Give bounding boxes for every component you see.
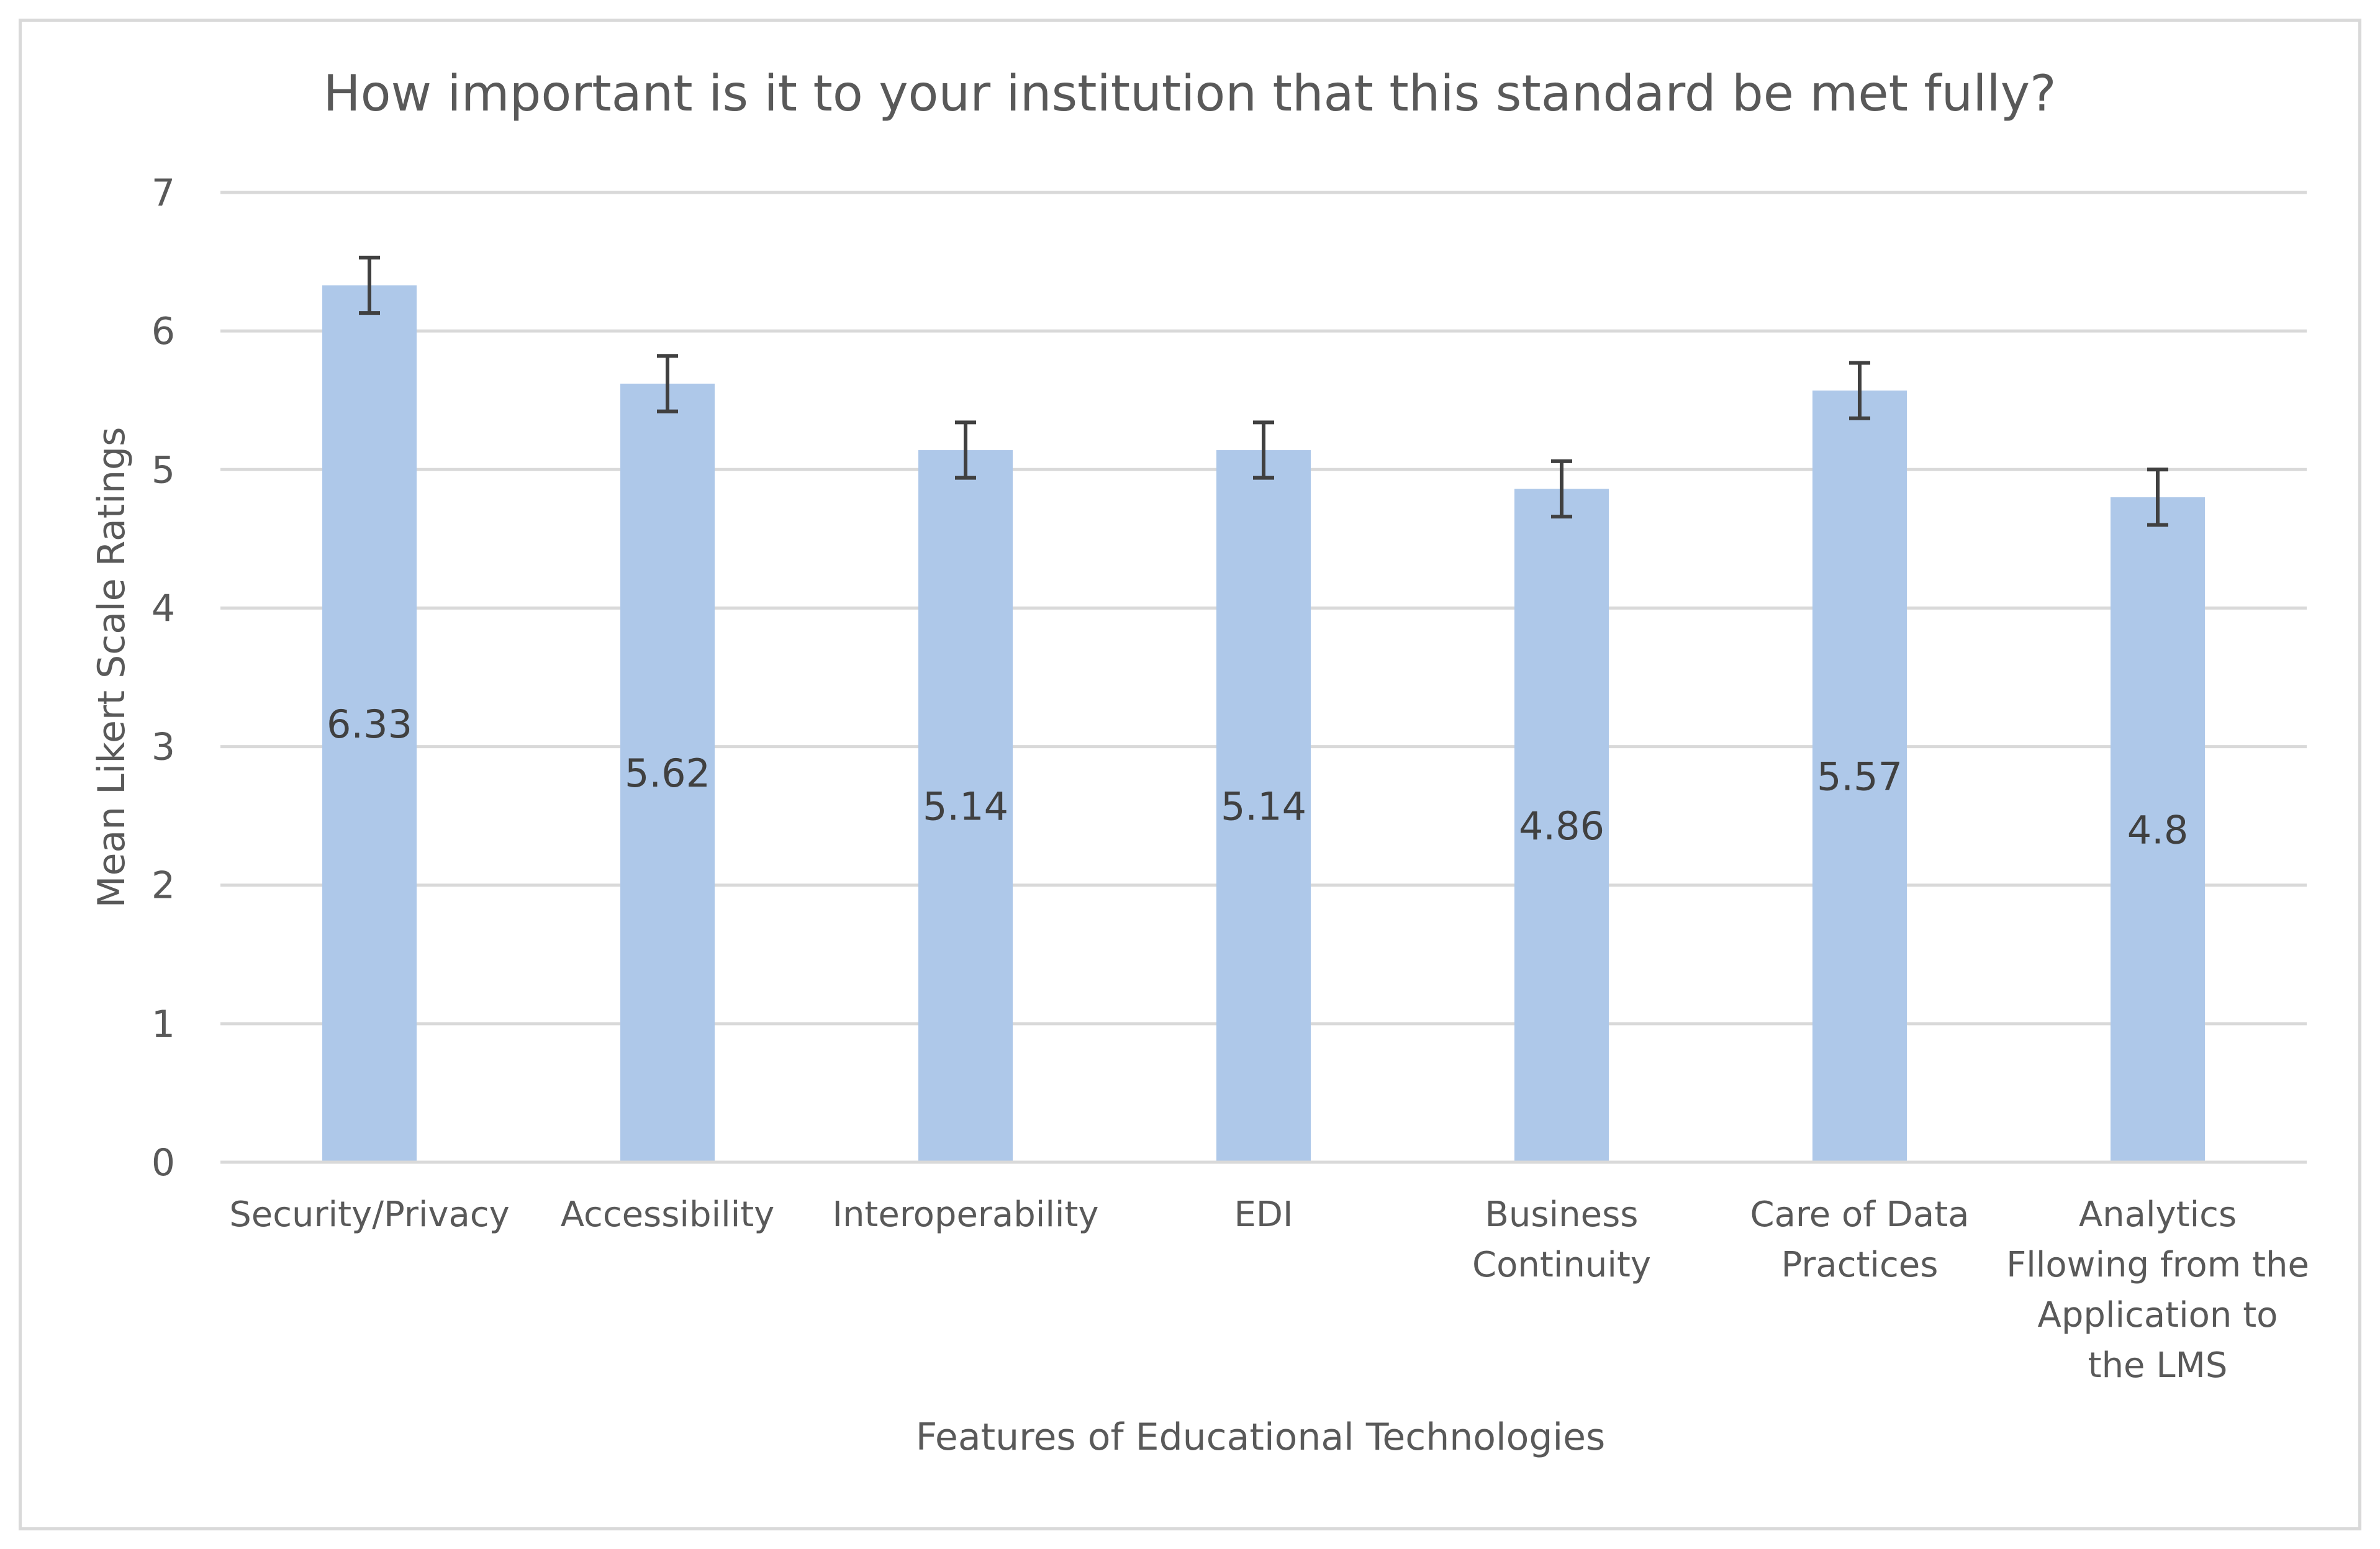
error-bar bbox=[955, 420, 976, 480]
category-label-line: Continuity bbox=[1472, 1245, 1651, 1285]
category-label-line: Accessibility bbox=[561, 1194, 775, 1235]
data-label: 5.57 bbox=[1817, 754, 1903, 800]
error-bars bbox=[359, 255, 2168, 527]
error-bar bbox=[1849, 361, 1870, 420]
category-label-line: Fllowing from the bbox=[2006, 1245, 2309, 1285]
category-label-line: Care of Data bbox=[1750, 1194, 1970, 1235]
category-label-line: EDI bbox=[1234, 1194, 1293, 1235]
data-label: 5.14 bbox=[1221, 784, 1306, 829]
error-bar bbox=[359, 255, 380, 315]
x-axis-title: Features of Educational Technologies bbox=[916, 1416, 1606, 1459]
y-tick-label: 6 bbox=[152, 310, 175, 353]
y-tick-label: 1 bbox=[152, 1003, 175, 1046]
bar bbox=[918, 450, 1013, 1163]
category-label-line: Practices bbox=[1781, 1245, 1939, 1285]
bar bbox=[1514, 489, 1609, 1163]
category-label-line: Business bbox=[1485, 1194, 1639, 1235]
x-axis-category-labels: Security/Privacy Accessibility Interoperab… bbox=[229, 1194, 2309, 1386]
data-label: 5.62 bbox=[625, 751, 710, 796]
y-axis-title: Mean Likert Scale Ratings bbox=[90, 427, 133, 908]
bars bbox=[322, 285, 2205, 1163]
category-label: Interoperability bbox=[832, 1194, 1098, 1235]
category-label-line: Application to bbox=[2038, 1295, 2278, 1335]
category-label: EDI bbox=[1234, 1194, 1293, 1235]
data-label: 5.14 bbox=[923, 784, 1008, 829]
bar bbox=[2111, 497, 2205, 1162]
category-label-line: the LMS bbox=[2088, 1345, 2228, 1386]
data-label: 4.86 bbox=[1519, 803, 1604, 849]
category-label-line: Analytics bbox=[2079, 1194, 2237, 1235]
category-label: Security/Privacy bbox=[229, 1194, 510, 1235]
y-tick-label: 7 bbox=[152, 171, 175, 215]
error-bar bbox=[1551, 459, 1572, 519]
y-tick-label: 2 bbox=[152, 864, 175, 908]
category-label-line: Security/Privacy bbox=[229, 1194, 510, 1235]
category-label-line: Interoperability bbox=[832, 1194, 1098, 1235]
y-tick-label: 0 bbox=[152, 1141, 175, 1185]
y-tick-label: 3 bbox=[152, 726, 175, 769]
y-tick-label: 4 bbox=[152, 587, 175, 630]
chart-title: How important is it to your institution … bbox=[323, 65, 2056, 122]
category-label: Business Continuity bbox=[1472, 1194, 1651, 1285]
y-axis-ticks: 0 1 2 3 4 5 6 7 bbox=[152, 171, 175, 1185]
data-label: 4.8 bbox=[2127, 807, 2189, 852]
data-label: 6.33 bbox=[327, 702, 412, 747]
category-label: Analytics Fllowing from the Application to… bbox=[2006, 1194, 2309, 1386]
error-bar bbox=[2147, 467, 2168, 527]
bar bbox=[322, 285, 417, 1162]
category-label: Care of Data Practices bbox=[1750, 1194, 1970, 1285]
bar bbox=[620, 383, 715, 1162]
error-bar bbox=[1253, 420, 1274, 480]
category-label: Accessibility bbox=[561, 1194, 775, 1235]
data-labels: 6.33 5.62 5.14 5.14 4.86 5.57 4.8 bbox=[327, 702, 2188, 853]
error-bar bbox=[657, 354, 678, 413]
bar bbox=[1216, 450, 1311, 1163]
bar bbox=[1812, 391, 1907, 1163]
y-tick-label: 5 bbox=[152, 448, 175, 492]
